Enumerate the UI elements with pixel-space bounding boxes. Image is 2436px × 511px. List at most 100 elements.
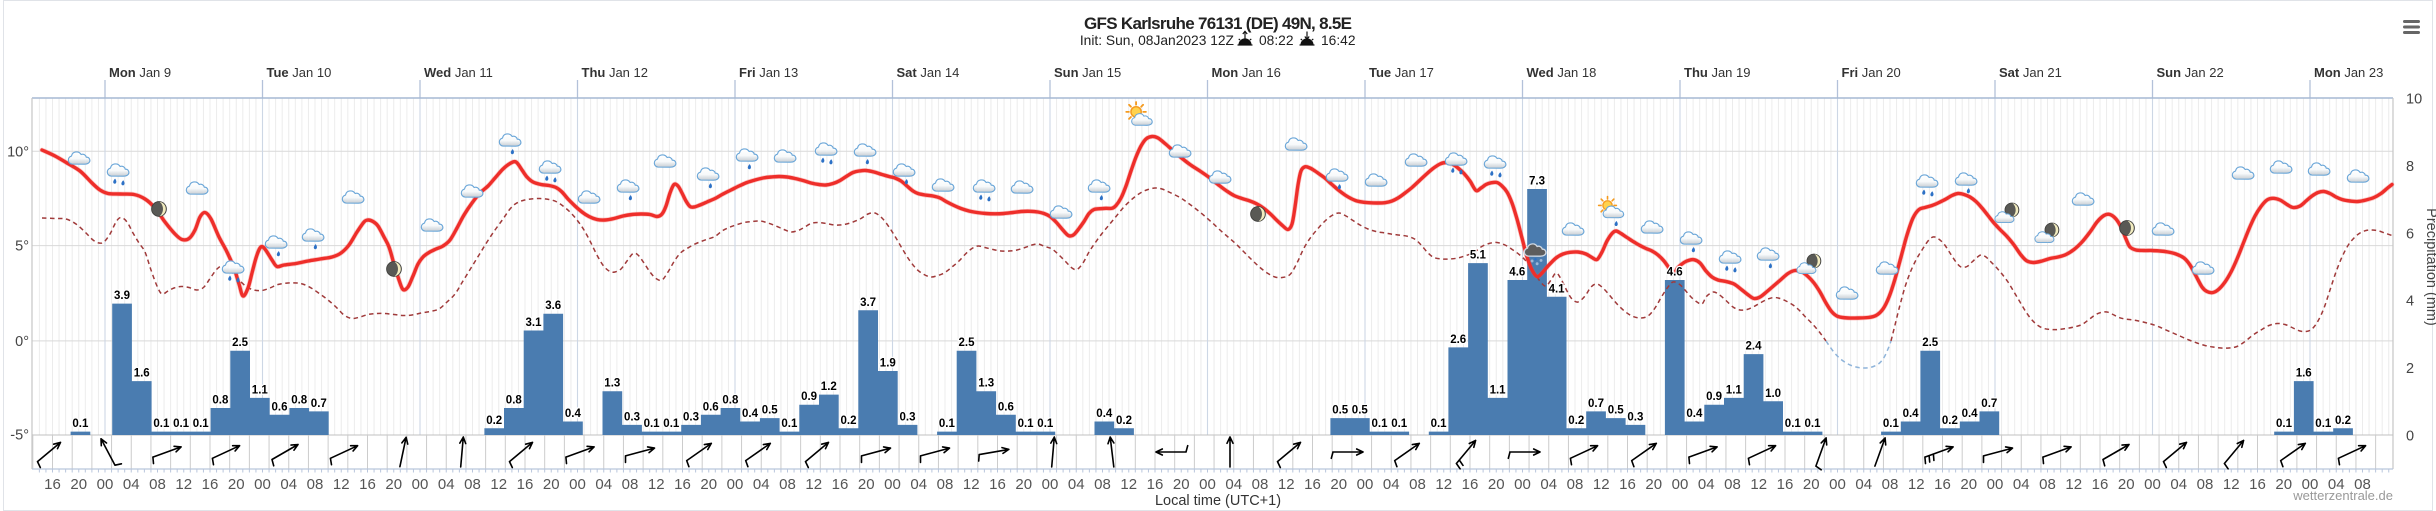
svg-text:4.6: 4.6 (1667, 267, 1683, 279)
svg-text:16: 16 (674, 476, 691, 493)
svg-text:00: 00 (569, 476, 586, 493)
svg-text:08: 08 (779, 476, 796, 493)
svg-text:Thu Jan 12: Thu Jan 12 (582, 65, 648, 80)
svg-text:20: 20 (1488, 476, 1505, 493)
svg-text:08: 08 (2354, 476, 2371, 493)
svg-text:08: 08 (1094, 476, 1111, 493)
svg-text:12: 12 (175, 476, 192, 493)
svg-text:0.4: 0.4 (1686, 408, 1703, 420)
svg-text:3.1: 3.1 (526, 317, 543, 329)
svg-text:Sat Jan 14: Sat Jan 14 (897, 65, 960, 80)
svg-text:04: 04 (2328, 476, 2345, 493)
svg-text:00: 00 (1829, 476, 1846, 493)
svg-text:Tue Jan 10: Tue Jan 10 (267, 65, 332, 80)
svg-text:0.1: 0.1 (72, 418, 89, 430)
svg-text:20: 20 (2118, 476, 2135, 493)
svg-text:00: 00 (2144, 476, 2161, 493)
svg-text:16: 16 (1934, 476, 1951, 493)
svg-text:0.2: 0.2 (1116, 415, 1132, 427)
svg-text:12: 12 (490, 476, 507, 493)
svg-text:16: 16 (1619, 476, 1636, 493)
svg-text:0.3: 0.3 (1627, 411, 1643, 423)
svg-text:0.1: 0.1 (2276, 418, 2293, 430)
svg-text:00: 00 (1199, 476, 1216, 493)
svg-text:16: 16 (2092, 476, 2109, 493)
svg-text:0.1: 0.1 (1391, 418, 1408, 430)
svg-text:0.1: 0.1 (1785, 418, 1802, 430)
svg-text:08:22: 08:22 (1259, 33, 1294, 48)
svg-text:00: 00 (2302, 476, 2319, 493)
svg-text:0.3: 0.3 (900, 411, 916, 423)
svg-text:0.9: 0.9 (1706, 391, 1722, 403)
svg-text:0.4: 0.4 (565, 408, 582, 420)
svg-text:0.3: 0.3 (683, 411, 699, 423)
svg-text:0: 0 (2406, 429, 2414, 445)
svg-text:00: 00 (884, 476, 901, 493)
svg-text:Sun Jan 15: Sun Jan 15 (1054, 65, 1121, 80)
svg-text:4: 4 (2406, 294, 2414, 310)
svg-text:0.6: 0.6 (272, 401, 288, 413)
svg-text:20: 20 (1330, 476, 1347, 493)
svg-text:Precipitation (mm): Precipitation (mm) (2423, 208, 2436, 326)
svg-text:00: 00 (1357, 476, 1374, 493)
svg-text:0.2: 0.2 (841, 415, 857, 427)
svg-text:Sat Jan 21: Sat Jan 21 (1999, 65, 2062, 80)
svg-text:12: 12 (963, 476, 980, 493)
svg-text:1.2: 1.2 (821, 381, 837, 393)
svg-text:1.6: 1.6 (2296, 368, 2312, 380)
svg-text:5°: 5° (15, 239, 29, 255)
svg-text:0.1: 0.1 (939, 418, 956, 430)
svg-text:20: 20 (2275, 476, 2292, 493)
svg-text:0.1: 0.1 (1431, 418, 1448, 430)
svg-text:08: 08 (149, 476, 166, 493)
svg-text:Thu Jan 19: Thu Jan 19 (1684, 65, 1750, 80)
svg-text:16: 16 (832, 476, 849, 493)
svg-text:Sun Jan 22: Sun Jan 22 (2157, 65, 2224, 80)
svg-text:04: 04 (1068, 476, 1085, 493)
svg-text:08: 08 (2197, 476, 2214, 493)
svg-text:16: 16 (44, 476, 61, 493)
svg-text:04: 04 (1540, 476, 1557, 493)
svg-text:04: 04 (438, 476, 455, 493)
svg-text:0.3: 0.3 (624, 411, 640, 423)
svg-text:20: 20 (700, 476, 717, 493)
svg-text:04: 04 (2013, 476, 2030, 493)
svg-text:0.2: 0.2 (2335, 415, 2351, 427)
svg-text:16: 16 (202, 476, 219, 493)
svg-text:0.1: 0.1 (644, 418, 661, 430)
svg-text:00: 00 (1672, 476, 1689, 493)
svg-text:0.2: 0.2 (1568, 415, 1584, 427)
svg-text:12: 12 (1120, 476, 1137, 493)
svg-text:08: 08 (2039, 476, 2056, 493)
svg-text:04: 04 (280, 476, 297, 493)
svg-text:04: 04 (753, 476, 770, 493)
svg-text:04: 04 (2170, 476, 2187, 493)
svg-text:0.2: 0.2 (1942, 415, 1958, 427)
svg-text:2.5: 2.5 (232, 337, 249, 349)
svg-text:1.1: 1.1 (1490, 384, 1507, 396)
svg-text:12: 12 (1435, 476, 1452, 493)
svg-text:Tue Jan 17: Tue Jan 17 (1369, 65, 1434, 80)
svg-text:-5°: -5° (10, 428, 29, 444)
svg-text:0.5: 0.5 (762, 405, 779, 417)
svg-text:0.1: 0.1 (193, 418, 210, 430)
svg-text:10°: 10° (7, 144, 29, 160)
svg-text:Fri Jan 20: Fri Jan 20 (1842, 65, 1901, 80)
svg-text:12: 12 (805, 476, 822, 493)
svg-text:12: 12 (1593, 476, 1610, 493)
svg-text:20: 20 (1645, 476, 1662, 493)
svg-text:08: 08 (464, 476, 481, 493)
svg-text:04: 04 (1383, 476, 1400, 493)
svg-text:20: 20 (70, 476, 87, 493)
svg-text:Local time (UTC+1): Local time (UTC+1) (1155, 493, 1281, 509)
svg-text:16: 16 (1304, 476, 1321, 493)
svg-text:0.2: 0.2 (486, 415, 502, 427)
svg-text:1.3: 1.3 (978, 378, 994, 390)
svg-text:Init: Sun, 08Jan2023 12Z: Init: Sun, 08Jan2023 12Z (1080, 33, 1234, 48)
svg-text:16: 16 (1777, 476, 1794, 493)
svg-text:Fri Jan 13: Fri Jan 13 (739, 65, 798, 80)
svg-text:20: 20 (858, 476, 875, 493)
svg-text:04: 04 (1225, 476, 1242, 493)
svg-text:08: 08 (937, 476, 954, 493)
svg-text:12: 12 (1750, 476, 1767, 493)
